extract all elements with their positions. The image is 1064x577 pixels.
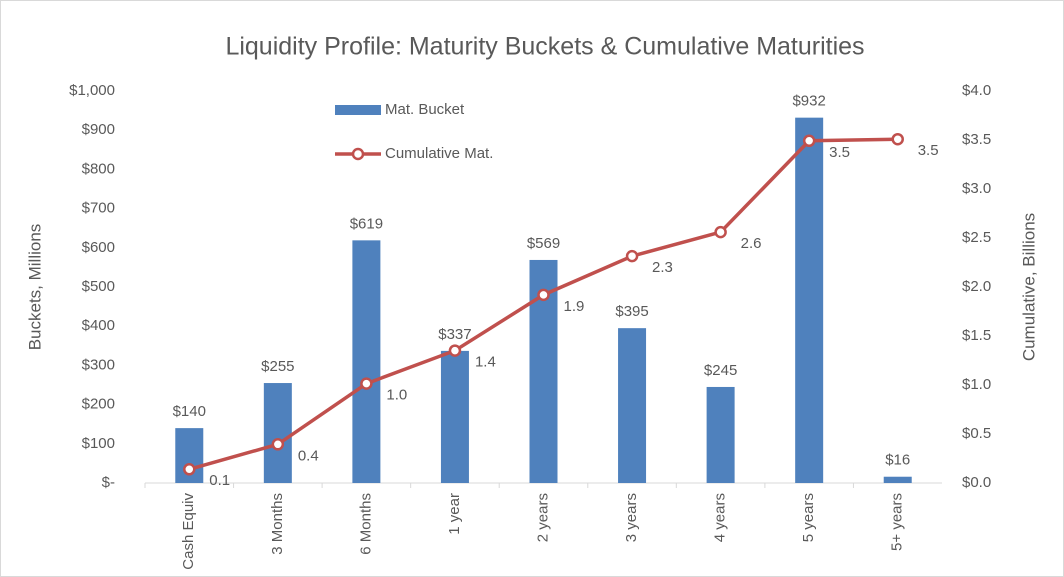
bar-value-label: $619 — [350, 215, 383, 232]
x-tick-label: 1 year — [446, 493, 463, 535]
x-tick-label: 3 years — [623, 493, 640, 542]
x-tick-label: 4 years — [712, 493, 729, 542]
bar-value-label: $395 — [615, 303, 648, 320]
y-tick-label: $300 — [82, 356, 115, 373]
legend-swatch — [335, 105, 381, 115]
chart-title: Liquidity Profile: Maturity Buckets & Cu… — [225, 33, 864, 61]
x-tick-label: 3 Months — [269, 493, 286, 555]
bar-value-label: $140 — [173, 403, 206, 420]
y-tick-label: $800 — [82, 160, 115, 177]
x-tick-label: Cash Equiv — [180, 493, 197, 570]
bar-value-label: $255 — [261, 358, 294, 375]
line-marker — [537, 288, 550, 302]
y2-tick-label: $2.5 — [962, 229, 991, 246]
y-tick-label: $200 — [82, 396, 115, 413]
y-tick-label: $900 — [82, 121, 115, 138]
line-marker — [891, 132, 904, 146]
line-value-label: 1.9 — [564, 298, 585, 315]
y2-tick-label: $1.5 — [962, 327, 991, 344]
y2-tick-label: $0.0 — [962, 474, 991, 491]
line-marker — [448, 344, 462, 357]
y-tick-label: $- — [102, 474, 115, 491]
x-tick-label: 5+ years — [889, 493, 906, 551]
line-value-label: 1.0 — [386, 387, 407, 404]
bar-value-label: $337 — [438, 326, 471, 343]
line-marker — [802, 134, 816, 148]
y2-tick-label: $0.5 — [962, 425, 991, 442]
y2-tick-label: $2.0 — [962, 278, 991, 295]
line-value-label: 0.1 — [209, 472, 230, 489]
bar-value-label: $16 — [885, 452, 910, 469]
bar — [795, 117, 824, 483]
bar — [883, 476, 912, 483]
y2-tick-label: $1.0 — [962, 376, 991, 393]
x-tick-label: 5 years — [800, 493, 817, 542]
bar — [618, 328, 647, 483]
y-tick-label: $400 — [82, 317, 115, 334]
legend-label: Mat. Bucket — [385, 101, 465, 118]
y-tick-label: $600 — [82, 239, 115, 256]
line-marker — [360, 377, 373, 390]
y2-tick-label: $4.0 — [962, 82, 991, 99]
bar — [706, 386, 735, 483]
y2-tick-label: $3.0 — [962, 180, 991, 197]
y-tick-label: $1,000 — [69, 82, 115, 99]
y-tick-label: $100 — [82, 435, 115, 452]
line-marker — [271, 438, 285, 451]
line-marker — [183, 463, 196, 476]
legend-label: Cumulative Mat. — [385, 145, 493, 162]
y2-axis-title: Cumulative, Billions — [1019, 213, 1038, 361]
line-value-label: 1.4 — [475, 354, 496, 371]
bar — [440, 350, 469, 483]
y-axis-title: Buckets, Millions — [25, 224, 44, 351]
bar-value-label: $569 — [527, 235, 560, 252]
bar-value-label: $932 — [792, 93, 825, 110]
bar-value-label: $245 — [704, 362, 737, 379]
line-value-label: 2.6 — [741, 235, 762, 252]
line-value-label: 0.4 — [298, 447, 319, 464]
line-marker — [625, 249, 639, 263]
y2-tick-label: $3.5 — [962, 131, 991, 148]
bar — [352, 240, 381, 483]
line-value-label: 3.5 — [918, 142, 939, 159]
y-tick-label: $500 — [82, 278, 115, 295]
x-tick-label: 2 years — [534, 493, 551, 542]
line-marker — [714, 225, 727, 239]
line-value-label: 2.3 — [652, 259, 673, 276]
x-tick-label: 6 Months — [357, 493, 374, 555]
y-tick-label: $700 — [82, 200, 115, 217]
bar — [263, 383, 292, 483]
line-value-label: 3.5 — [829, 144, 850, 161]
legend-marker — [351, 147, 365, 161]
